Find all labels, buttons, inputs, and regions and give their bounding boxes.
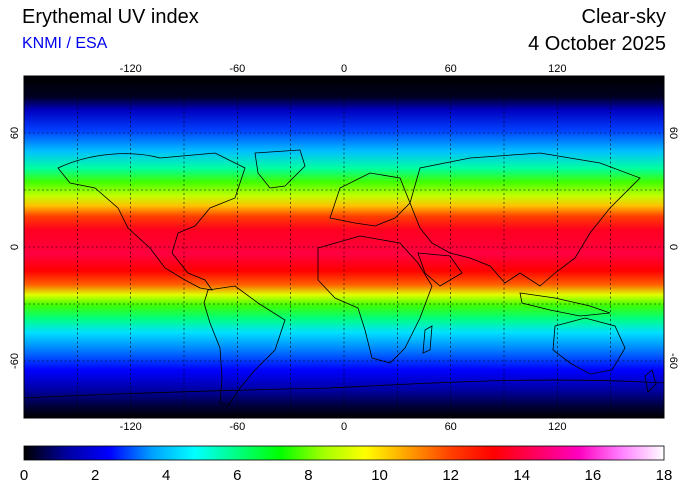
- lon-tick-top: 0: [341, 63, 347, 75]
- lon-tick-top: 120: [548, 63, 566, 75]
- colorbar-tick-label: 16: [585, 467, 602, 484]
- lon-tick-bottom: 60: [445, 421, 457, 433]
- lon-ticks-top: -120 -60 0 60 120: [120, 63, 567, 75]
- lon-tick-top: 60: [445, 63, 457, 75]
- uv-map: -120 -60 0 60 120 -120 -60 0 60 120 60 0…: [9, 63, 679, 433]
- colorbar-tick-label: 8: [304, 467, 312, 484]
- colorbar-strip: [23, 445, 665, 461]
- uv-colorbar: 0 2 4 6 8 10 12 14 16 18: [20, 445, 673, 484]
- greenland-outline: [254, 149, 306, 189]
- colorbar-tick-label: 4: [162, 467, 170, 484]
- antarctica-outline: [23, 379, 665, 399]
- colorbar-tick-label: 18: [656, 467, 673, 484]
- map-frame: [23, 75, 665, 419]
- lat-tick-right: -60: [667, 353, 679, 369]
- colorbar-ticks: 0 2 4 6 8 10 12 14 16 18: [20, 467, 673, 484]
- lon-tick-bottom: 0: [341, 421, 347, 433]
- colorbar-tick-label: 0: [20, 467, 28, 484]
- australia-outline: [552, 317, 626, 375]
- asia-outline: [409, 152, 641, 287]
- lat-ticks-left: 60 0 -60: [9, 127, 21, 369]
- madagascar-outline: [422, 325, 433, 354]
- north-america-outline: [57, 152, 246, 291]
- coastlines: [23, 149, 665, 407]
- lat-tick-right: 0: [667, 244, 679, 250]
- lon-tick-top: -120: [120, 63, 142, 75]
- colorbar-tick-label: 12: [442, 467, 459, 484]
- lon-ticks-bottom: -120 -60 0 60 120: [120, 421, 567, 433]
- new-zealand-outline: [644, 369, 657, 393]
- colorbar-tick-label: 6: [233, 467, 241, 484]
- colorbar-tick-label: 14: [513, 467, 530, 484]
- map-title: Erythemal UV index: [22, 6, 199, 28]
- lat-tick-left: -60: [9, 353, 21, 369]
- lon-tick-bottom: -60: [229, 421, 245, 433]
- colorbar-tick-label: 2: [91, 467, 99, 484]
- lat-tick-right: 60: [667, 127, 679, 139]
- south-america-outline: [203, 285, 286, 407]
- lat-ticks-right: 60 0 -60: [667, 127, 679, 369]
- indonesia-outline: [519, 292, 611, 317]
- credit-label: KNMI / ESA: [22, 35, 108, 52]
- date-label: 4 October 2025: [528, 33, 666, 55]
- graticule: [24, 76, 664, 418]
- lon-tick-bottom: -120: [120, 421, 142, 433]
- lon-tick-bottom: 120: [548, 421, 566, 433]
- colorbar-tick-label: 10: [371, 467, 388, 484]
- lat-tick-left: 60: [9, 127, 21, 139]
- mode-label: Clear-sky: [581, 6, 666, 28]
- lat-tick-left: 0: [9, 244, 21, 250]
- lon-tick-top: -60: [229, 63, 245, 75]
